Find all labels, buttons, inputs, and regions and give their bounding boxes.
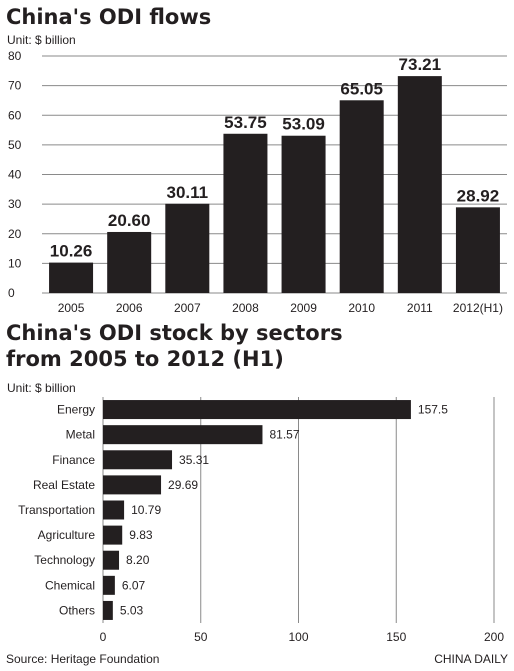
chart2-title-line2: from 2005 to 2012 (H1) [6, 347, 284, 371]
bar [455, 207, 500, 293]
bar [397, 76, 442, 293]
y-tick-label: Transportation [18, 503, 95, 517]
data-label: 10.26 [50, 242, 93, 261]
x-tick-label: 2006 [116, 301, 143, 315]
y-tick-label: 60 [8, 108, 22, 122]
y-tick-label: 30 [8, 197, 22, 211]
x-tick-label: 2011 [407, 301, 433, 315]
bar [49, 262, 94, 293]
bar [103, 425, 263, 445]
y-tick-label: 70 [8, 79, 22, 93]
chart1-unit: Unit: $ billion [7, 33, 76, 47]
credit-note: CHINA DAILY [434, 652, 508, 666]
y-tick-label: Chemical [45, 578, 95, 592]
x-tick-label: 2010 [348, 301, 375, 315]
data-label: 5.03 [120, 603, 144, 617]
data-label: 53.75 [224, 113, 267, 132]
x-tick-label: 50 [194, 630, 208, 644]
bar [339, 100, 384, 294]
y-tick-label: Others [59, 603, 95, 617]
source-note: Source: Heritage Foundation [6, 652, 160, 666]
data-label: 10.79 [131, 503, 161, 517]
bar [103, 500, 125, 520]
data-label: 73.21 [399, 55, 442, 74]
bar [103, 525, 123, 545]
chart2-title: China's ODI stock by sectors from 2005 t… [6, 320, 343, 372]
data-label: 35.31 [179, 453, 209, 467]
y-tick-label: 20 [8, 227, 22, 241]
y-tick-label: 80 [8, 49, 22, 63]
x-tick-label: 0 [100, 630, 107, 644]
x-tick-label: 2008 [232, 301, 259, 315]
bar [103, 600, 113, 620]
y-tick-label: Technology [34, 553, 95, 567]
chart2-title-line1: China's ODI stock by sectors [6, 321, 343, 345]
bar [281, 135, 326, 293]
y-tick-label: Finance [52, 453, 95, 467]
y-tick-label: Energy [57, 403, 95, 417]
data-label: 28.92 [457, 186, 500, 205]
y-tick-label: 10 [8, 256, 22, 270]
bar [103, 475, 162, 495]
data-label: 8.20 [126, 553, 150, 567]
data-label: 9.83 [129, 528, 153, 542]
data-label: 53.09 [282, 115, 325, 134]
y-tick-label: Real Estate [33, 478, 95, 492]
data-label: 20.60 [108, 211, 151, 230]
data-label: 30.11 [167, 183, 209, 202]
y-tick-label: Agriculture [38, 528, 96, 542]
x-tick-label: 2012(H1) [453, 301, 503, 315]
chart2-unit: Unit: $ billion [7, 381, 76, 395]
x-tick-label: 200 [484, 630, 504, 644]
x-tick-label: 100 [288, 630, 308, 644]
bar [103, 400, 411, 420]
data-label: 29.69 [168, 478, 198, 492]
bar [103, 450, 173, 470]
data-label: 157.5 [418, 403, 448, 417]
x-tick-label: 2005 [58, 301, 85, 315]
y-tick-label: 40 [8, 168, 22, 182]
bar [103, 575, 115, 595]
bar [107, 231, 152, 293]
bar [223, 133, 268, 293]
x-tick-label: 150 [386, 630, 406, 644]
chart1-title: China's ODI flows [6, 5, 212, 29]
odi-flows-chart: 0 10 20 30 40 50 60 70 80 10.26 2005 20.60 2006 30.11… [8, 49, 507, 315]
y-tick-label: Metal [66, 428, 95, 442]
bar [103, 550, 120, 570]
data-label: 81.57 [269, 428, 299, 442]
y-tick-label: 50 [8, 138, 22, 152]
x-tick-label: 2007 [174, 301, 201, 315]
data-label: 6.07 [122, 578, 146, 592]
x-tick-label: 2009 [290, 301, 317, 315]
y-tick-label: 0 [8, 286, 15, 300]
data-label: 65.05 [340, 79, 383, 98]
bar [165, 203, 210, 293]
